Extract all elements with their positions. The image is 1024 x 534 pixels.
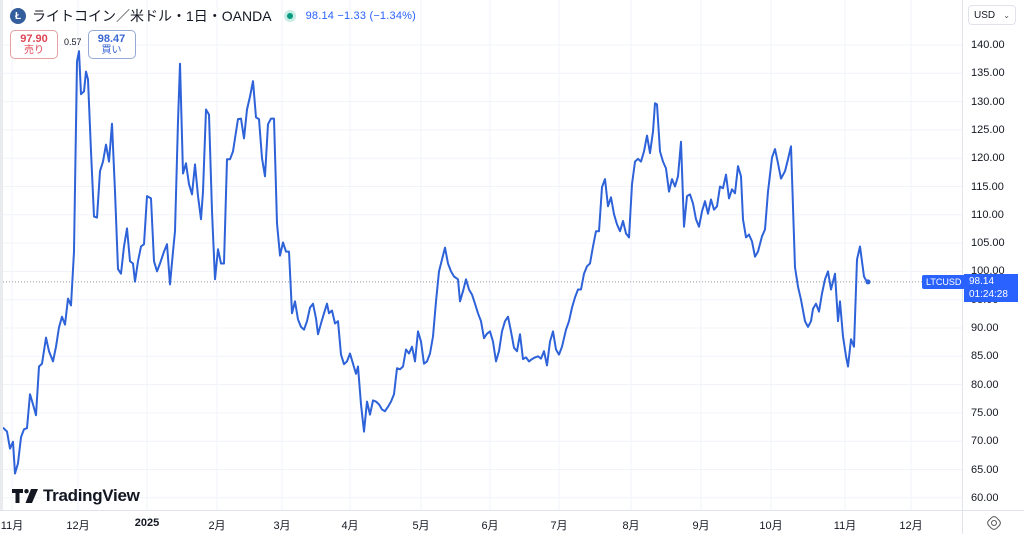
- price-tick-label: 70.00: [971, 435, 999, 448]
- price-tick-label: 80.00: [971, 378, 999, 391]
- price-tick-label: 105.00: [971, 237, 1005, 250]
- price-tick-label: 90.00: [971, 322, 999, 334]
- left-edge-border: [0, 0, 3, 533]
- last-price-badge: 98.14 01:24:28: [964, 274, 1018, 302]
- sell-button[interactable]: 97.90 売り: [10, 30, 58, 59]
- price-axis[interactable]: 140.00 135.00 130.00 125.00 120.00 115.00 110.…: [962, 0, 1024, 510]
- time-tick-label: 7月: [550, 520, 568, 532]
- tradingview-logo-icon: [12, 489, 38, 503]
- time-tick-label: 8月: [622, 520, 640, 532]
- price-tick-label: 65.00: [971, 463, 999, 476]
- currency-value: USD: [974, 9, 996, 21]
- chart-pane[interactable]: [0, 0, 962, 510]
- last-price-value: 98.14: [969, 276, 995, 287]
- tradingview-watermark[interactable]: TradingView: [12, 486, 140, 506]
- sell-label: 売り: [24, 44, 44, 56]
- buy-button[interactable]: 98.47 買い: [87, 30, 136, 59]
- price-tick-label: 85.00: [971, 350, 999, 363]
- gear-icon: [985, 514, 1003, 531]
- time-tick-label: 2月: [208, 520, 226, 532]
- price-tick-label: 60.00: [971, 491, 999, 504]
- price-tick-label: 125.00: [971, 123, 1005, 136]
- quote-values: 98.14 −1.33 (−1.34%): [305, 10, 416, 22]
- time-tick-label: 4月: [341, 520, 359, 532]
- tradingview-wordmark: TradingView: [43, 486, 140, 505]
- time-tick-label: 12月: [66, 520, 90, 532]
- chart-legend: Ł ライトコイン／米ドル・1日・OANDA 98.14 −1.33 (−1.34…: [10, 7, 416, 25]
- spread-value: 0.57: [64, 37, 82, 47]
- time-tick-label: 5月: [412, 520, 430, 532]
- price-tick-label: 75.00: [971, 406, 999, 419]
- buy-label: 買い: [101, 44, 122, 56]
- time-tick-label: 6月: [481, 520, 499, 532]
- time-axis[interactable]: 11月 12月 2025 2月 3月 4月 5月 6月 7月 8月 9月 10月 11月 12月: [0, 510, 962, 534]
- price-line: [2, 50, 869, 475]
- price-tick-label: 120.00: [971, 152, 1005, 165]
- chevron-down-icon: ⌄: [1003, 10, 1010, 20]
- time-tick-label: 10月: [759, 520, 783, 532]
- sell-price: 97.90: [20, 32, 48, 45]
- price-tick-label: 140.00: [971, 39, 1005, 51]
- litecoin-icon: Ł: [10, 8, 26, 24]
- buy-price: 98.47: [97, 32, 126, 45]
- time-tick-label: 2025: [134, 517, 160, 529]
- price-chart[interactable]: [0, 0, 962, 510]
- symbol-title[interactable]: ライトコイン／米ドル・1日・OANDA: [32, 8, 272, 24]
- trade-buttons: 97.90 売り 0.57 98.47 買い: [10, 30, 136, 59]
- time-tick-label: 3月: [273, 520, 291, 532]
- bar-countdown: 01:24:28: [969, 289, 1008, 300]
- time-tick-label: 12月: [899, 520, 923, 532]
- market-status-dot-icon[interactable]: [283, 10, 296, 22]
- time-tick-label: 11月: [833, 520, 857, 532]
- price-tick-label: 130.00: [971, 95, 1005, 108]
- last-point-marker: [865, 279, 871, 285]
- price-tick-label: 135.00: [971, 67, 1005, 80]
- currency-selector[interactable]: USD ⌄: [968, 5, 1016, 25]
- time-tick-label: 9月: [692, 520, 710, 532]
- price-tick-label: 110.00: [971, 208, 1004, 221]
- price-tick-label: 115.00: [971, 180, 1004, 193]
- symbol-price-label: LTCUSD: [922, 275, 966, 289]
- time-tick-label: 11月: [0, 520, 24, 532]
- chart-settings-button[interactable]: [962, 510, 1024, 534]
